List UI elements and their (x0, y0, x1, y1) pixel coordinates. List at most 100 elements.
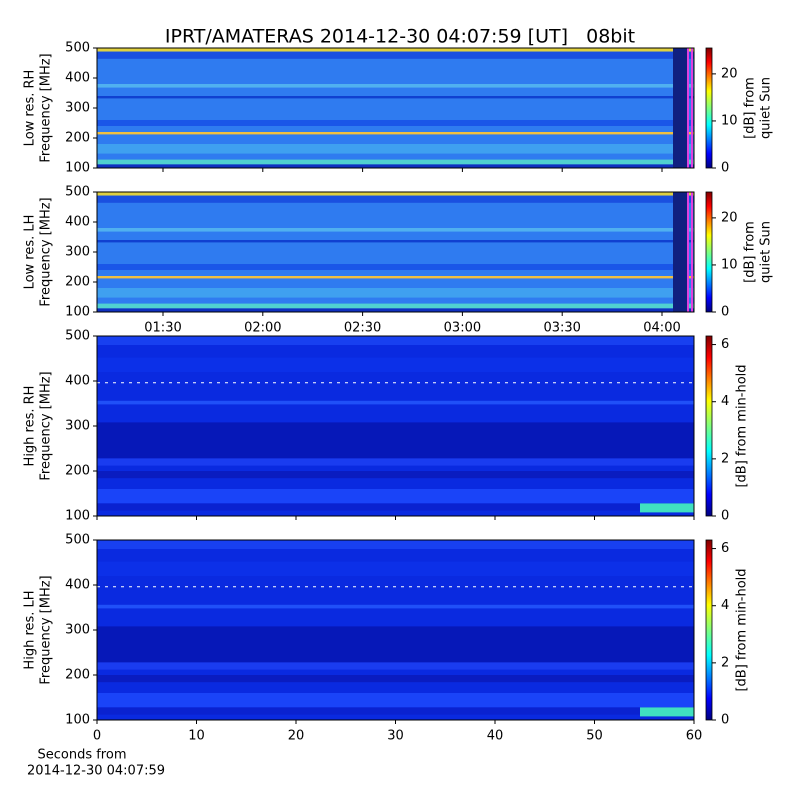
spectrogram-band (97, 51, 694, 59)
spectrogram-band (97, 693, 694, 708)
spectrogram-band (97, 471, 694, 479)
x-tick-label: 02:00 (244, 321, 281, 336)
spectrogram-band (97, 240, 694, 243)
x-tick-label: 50 (586, 729, 603, 744)
colorbar (705, 47, 713, 169)
x-tick-label: 20 (288, 729, 305, 744)
colorbar-label: [dB] from min-hold (735, 364, 750, 487)
spectrogram-band (97, 458, 694, 466)
colorbar-label: [dB] from min-hold (735, 568, 750, 691)
spectrogram-band (97, 288, 694, 298)
y-tick-label: 200 (65, 464, 90, 479)
x-tick-label: 02:30 (344, 321, 381, 336)
spectrogram-edge (673, 48, 687, 168)
colorbar (705, 335, 713, 517)
y-tick-label: 400 (65, 374, 90, 389)
colorbar-tick-label: 20 (721, 210, 738, 225)
chart-title: IPRT/AMATERAS 2014-12-30 04:07:59 [UT] 0… (165, 26, 635, 48)
colorbar-tick-label: 0 (721, 509, 729, 524)
colorbar-tick-label: 0 (721, 161, 729, 176)
x-axis-label: Seconds from (37, 748, 126, 763)
y-tick-label: 300 (65, 623, 90, 638)
spectrogram-band (97, 422, 694, 459)
x-tick-label: 0 (93, 729, 101, 744)
spectrogram-band (97, 48, 694, 52)
x-tick-label: 10 (188, 729, 205, 744)
x-tick-label: 30 (387, 729, 404, 744)
spectrogram-band (97, 84, 694, 88)
spectrogram-burst (640, 503, 694, 513)
y-axis-label: Frequency [MHz] (39, 197, 54, 306)
y-tick-label: 400 (65, 578, 90, 593)
colorbar-label: quiet Sun (759, 77, 774, 139)
colorbar-tick-label: 4 (721, 394, 729, 409)
spectrogram-band (97, 561, 694, 576)
y-axis-label: Frequency [MHz] (39, 53, 54, 162)
spectrogram-edge (673, 192, 687, 312)
colorbar-tick-label: 10 (721, 257, 738, 272)
spectrogram-band (97, 264, 694, 270)
spectrogram-band (97, 400, 694, 405)
spectrogram-band (97, 707, 694, 715)
x-axis-label: 2014-12-30 04:07:59 (27, 764, 165, 779)
y-tick-label: 400 (65, 71, 90, 86)
y-tick-label: 100 (65, 713, 90, 728)
spectrogram-band (97, 662, 694, 670)
spectrogram-band (97, 276, 694, 279)
y-tick-label: 300 (65, 101, 90, 116)
spectrogram-band (97, 195, 694, 203)
spectrogram-band (97, 132, 694, 135)
spectrogram-burst (640, 707, 694, 717)
x-tick-label: 03:30 (543, 321, 580, 336)
y-tick-label: 500 (65, 185, 90, 200)
colorbar-tick-label: 20 (721, 66, 738, 81)
spectrogram-band (97, 540, 694, 549)
x-tick-label: 60 (686, 729, 703, 744)
y-tick-label: 400 (65, 215, 90, 230)
y-tick-label: 300 (65, 245, 90, 260)
colorbar-tick-label: 6 (721, 337, 729, 352)
x-tick-label: 03:00 (444, 321, 481, 336)
colorbar (705, 539, 713, 721)
spectrogram-band (97, 120, 694, 126)
y-tick-label: 200 (65, 131, 90, 146)
y-tick-label: 500 (65, 329, 90, 344)
y-tick-label: 300 (65, 419, 90, 434)
spectrogram-band (97, 228, 694, 232)
y-axis-label: Frequency [MHz] (39, 371, 54, 480)
colorbar (705, 191, 713, 313)
spectrogram-band (97, 604, 694, 609)
colorbar-tick-label: 2 (721, 655, 729, 670)
y-axis-label: High res. RH (23, 386, 38, 467)
y-tick-label: 500 (65, 533, 90, 548)
colorbar-tick-label: 10 (721, 113, 738, 128)
spectrogram-band (97, 308, 694, 312)
colorbar-tick-label: 0 (721, 713, 729, 728)
y-axis-label: High res. LH (23, 590, 38, 669)
spectrogram-band (97, 489, 694, 504)
x-tick-label: 40 (487, 729, 504, 744)
spectrogram-band (97, 336, 694, 345)
x-tick-label: 04:00 (643, 321, 680, 336)
colorbar-tick-label: 6 (721, 541, 729, 556)
y-axis-label: Low res. RH (23, 70, 38, 147)
colorbar-label: [dB] from (743, 221, 758, 283)
y-axis-label: Low res. LH (23, 215, 38, 290)
y-tick-label: 100 (65, 305, 90, 320)
colorbar-label: quiet Sun (759, 221, 774, 283)
colorbar-tick-label: 2 (721, 451, 729, 466)
spectrogram-band (97, 96, 694, 99)
spectrogram-band (97, 357, 694, 372)
colorbar-tick-label: 4 (721, 598, 729, 613)
spectrogram-band (97, 303, 694, 309)
spectrogram-band (97, 159, 694, 165)
y-tick-label: 100 (65, 509, 90, 524)
spectrogram-band (97, 675, 694, 683)
spectrogram-band (97, 192, 694, 196)
y-tick-label: 200 (65, 275, 90, 290)
y-tick-label: 500 (65, 41, 90, 56)
y-tick-label: 200 (65, 668, 90, 683)
spectrogram-band (97, 164, 694, 168)
y-tick-label: 100 (65, 161, 90, 176)
